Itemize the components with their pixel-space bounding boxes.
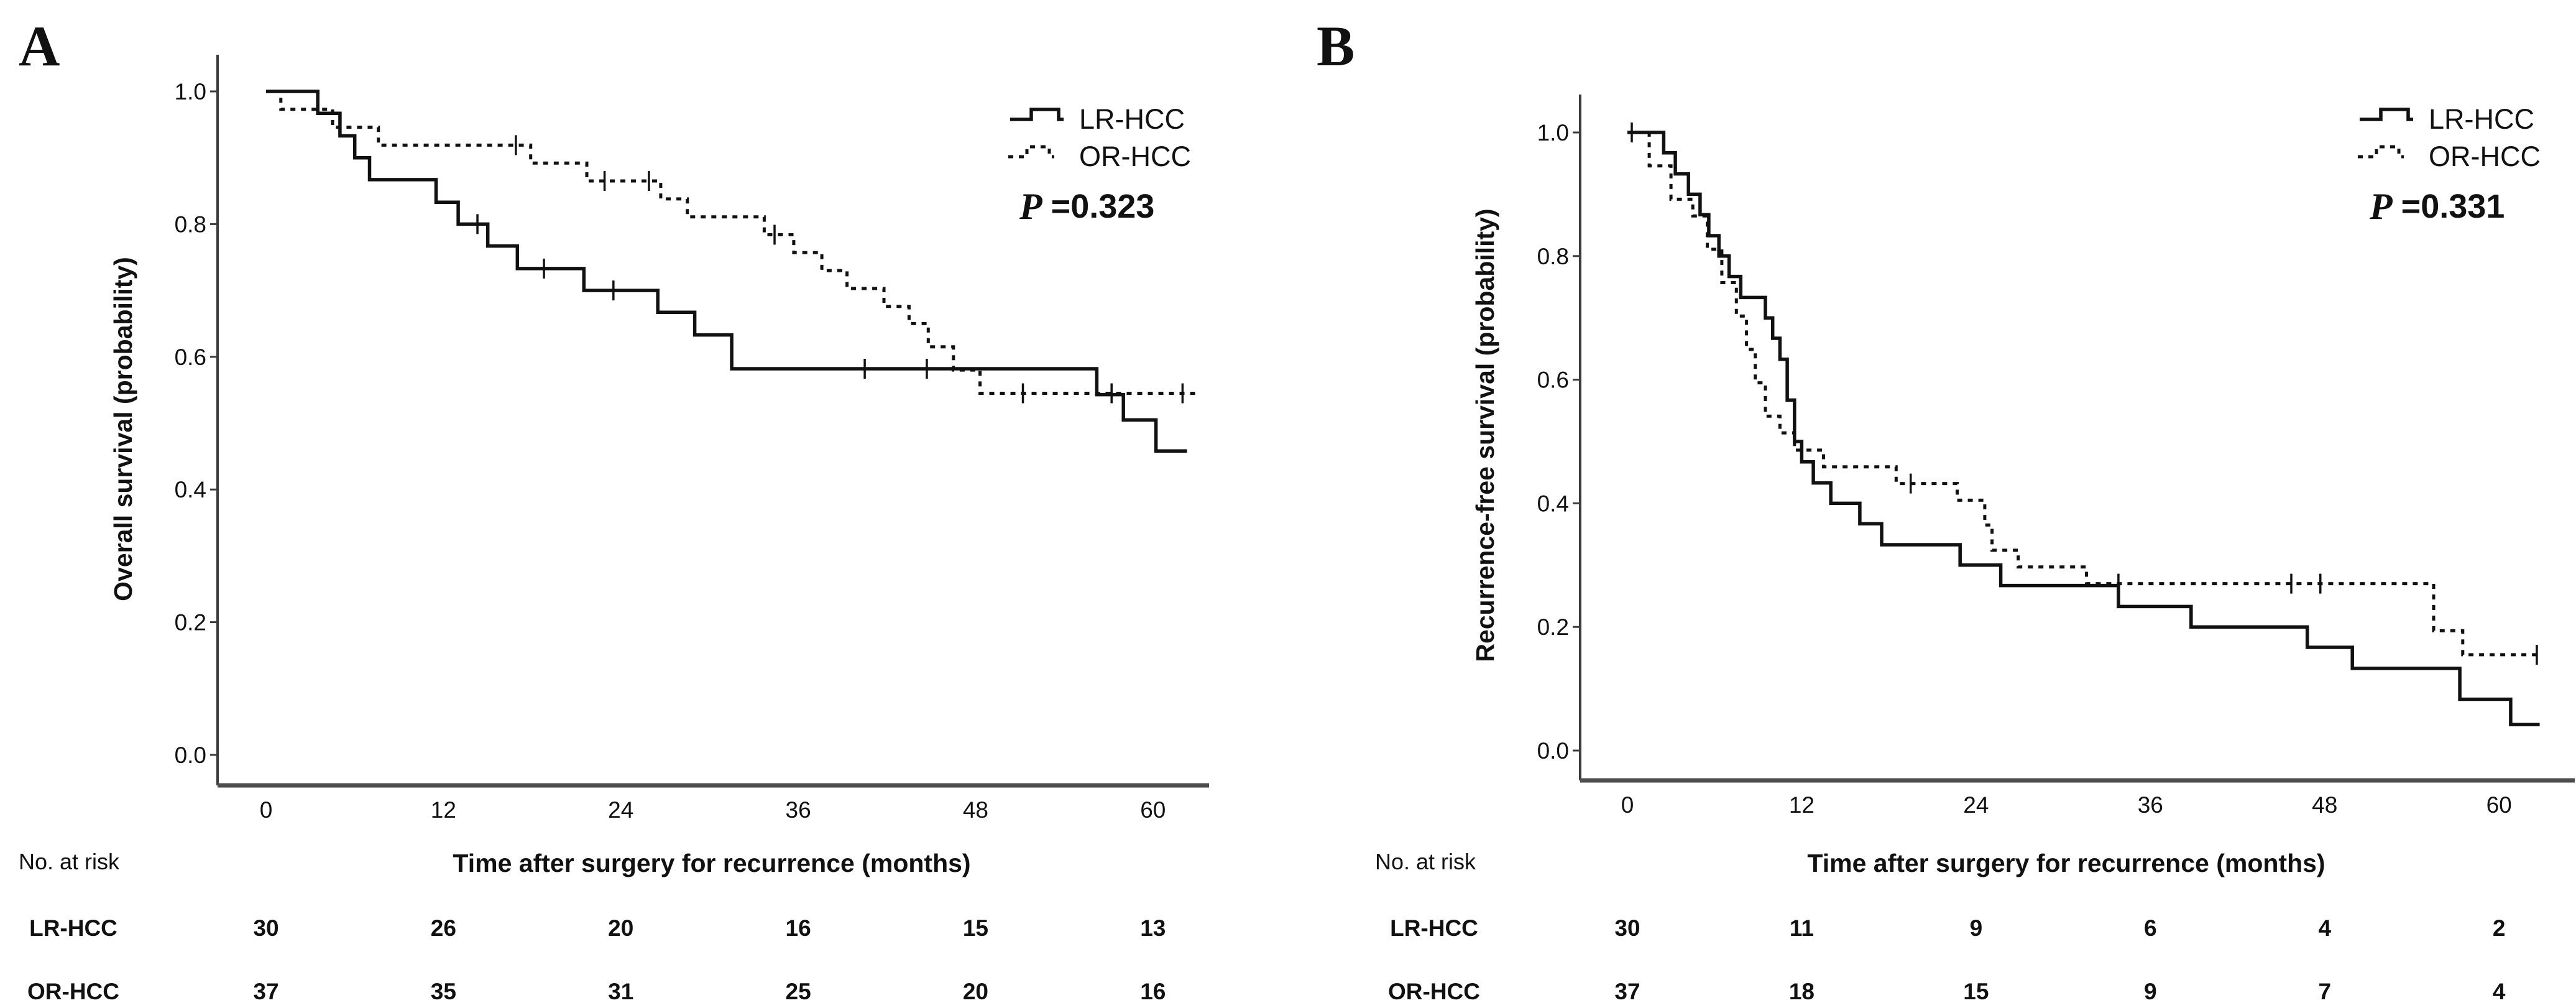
y-tick-label: 0.8 [1537,244,1569,269]
risk-value-or-hcc-m0: 37 [1614,979,1640,1004]
y-tick-label: 0.2 [1537,614,1569,640]
legend-line-solid [2360,108,2413,121]
risk-value-lr-hcc-m0: 30 [1614,915,1640,941]
legend-label-lr-hcc: LR-HCC [1079,103,1185,135]
risk-value-lr-hcc-m36: 6 [2144,915,2157,941]
x-tick-label: 12 [431,797,456,823]
legend-line-dotted [2358,145,2404,159]
risk-value-lr-hcc-m12: 26 [431,915,456,941]
x-tick-label: 36 [786,797,811,823]
legend-label-or-hcc: OR-HCC [2429,141,2541,172]
x-tick-label: 60 [1140,797,1166,823]
risk-table-header: No. at risk [19,849,120,874]
risk-value-or-hcc-m60: 16 [1140,979,1166,1004]
risk-row-label-lr: LR-HCC [29,915,117,941]
x-tick-label: 0 [1621,792,1634,818]
panel-b-survival-chart: B Recurrence-free survival (probability)… [1317,14,2575,1004]
x-tick-label: 24 [1963,792,1989,818]
panel-b-letter: B [1317,14,1355,78]
panel-a-letter: A [19,14,60,78]
y-tick-label: 1.0 [175,79,206,104]
p-value-text: P =0.323 [1019,186,1154,227]
risk-value-lr-hcc-m48: 4 [2318,915,2331,941]
km-curve-or-hcc [266,90,1198,395]
risk-value-or-hcc-m48: 20 [963,979,988,1004]
risk-value-lr-hcc-m24: 9 [1970,915,1983,941]
y-tick-label: 0.4 [175,477,206,502]
risk-value-lr-hcc-m60: 2 [2493,915,2506,941]
x-tick-label: 48 [2312,792,2337,818]
risk-value-lr-hcc-m0: 30 [253,915,278,941]
legend-label-lr-hcc: LR-HCC [2429,103,2534,135]
x-tick-label: 36 [2138,792,2163,818]
p-value-text: P =0.331 [2369,186,2505,227]
km-curve-or-hcc [1627,131,2540,657]
risk-value-lr-hcc-m36: 16 [786,915,811,941]
y-tick-label: 0.2 [175,610,206,636]
y-tick-label: 0.4 [1537,491,1569,516]
y-axis-ticks: 1.0 0.8 0.6 0.4 0.2 0.0 [1537,120,1580,764]
risk-row-label-or: OR-HCC [1388,979,1480,1004]
y-tick-label: 0.6 [175,344,206,370]
km-curve-lr-hcc [266,90,1187,453]
y-axis-title: Recurrence-free survival (probability) [1471,208,1499,662]
risk-value-lr-hcc-m48: 15 [963,915,988,941]
risk-value-or-hcc-m0: 37 [253,979,278,1004]
survival-curves [1627,123,2540,727]
y-tick-label: 1.0 [1537,120,1569,146]
risk-table-header: No. at risk [1375,849,1476,874]
risk-value-or-hcc-m60: 4 [2493,979,2506,1004]
x-axis-ticks: 0 12 24 36 48 60 [1621,792,2512,818]
risk-table-values: 30 11 9 6 4 2 37 18 15 9 7 4 [1614,915,2505,1004]
risk-table-values: 30 26 20 16 15 13 37 35 31 25 20 16 [253,915,1166,1004]
x-tick-label: 24 [608,797,633,823]
risk-value-or-hcc-m12: 35 [431,979,456,1004]
y-axis-ticks: 1.0 0.8 0.6 0.4 0.2 0.0 [175,79,218,768]
x-tick-label: 48 [963,797,988,823]
risk-value-or-hcc-m24: 15 [1963,979,1989,1004]
risk-value-or-hcc-m12: 18 [1789,979,1815,1004]
x-tick-label: 60 [2486,792,2512,818]
risk-row-label-or: OR-HCC [27,979,119,1004]
risk-value-or-hcc-m36: 9 [2144,979,2157,1004]
x-tick-label: 0 [260,797,273,823]
risk-value-or-hcc-m24: 31 [608,979,633,1004]
y-tick-label: 0.0 [1537,738,1569,764]
y-tick-label: 0.0 [175,742,206,768]
legend-line-dotted [1008,145,1054,159]
risk-value-lr-hcc-m12: 11 [1790,915,1814,941]
x-axis-title: Time after surgery for recurrence (month… [453,849,970,877]
x-axis-ticks: 0 12 24 36 48 60 [260,797,1166,823]
risk-row-label-lr: LR-HCC [1390,915,1478,941]
y-tick-label: 0.6 [1537,368,1569,393]
x-axis-title: Time after surgery for recurrence (month… [1807,849,2325,877]
survival-curves [266,90,1198,453]
y-tick-label: 0.8 [175,211,206,237]
risk-value-or-hcc-m48: 7 [2318,979,2331,1004]
risk-value-lr-hcc-m24: 20 [608,915,633,941]
panel-a-survival-chart: A Overall survival (probability) Time af… [19,14,1209,1004]
legend-line-solid [1010,108,1064,121]
x-tick-label: 12 [1789,792,1815,818]
legend-label-or-hcc: OR-HCC [1079,141,1191,172]
y-axis-title: Overall survival (probability) [109,257,137,601]
risk-value-or-hcc-m36: 25 [786,979,811,1004]
risk-value-lr-hcc-m60: 13 [1140,915,1166,941]
